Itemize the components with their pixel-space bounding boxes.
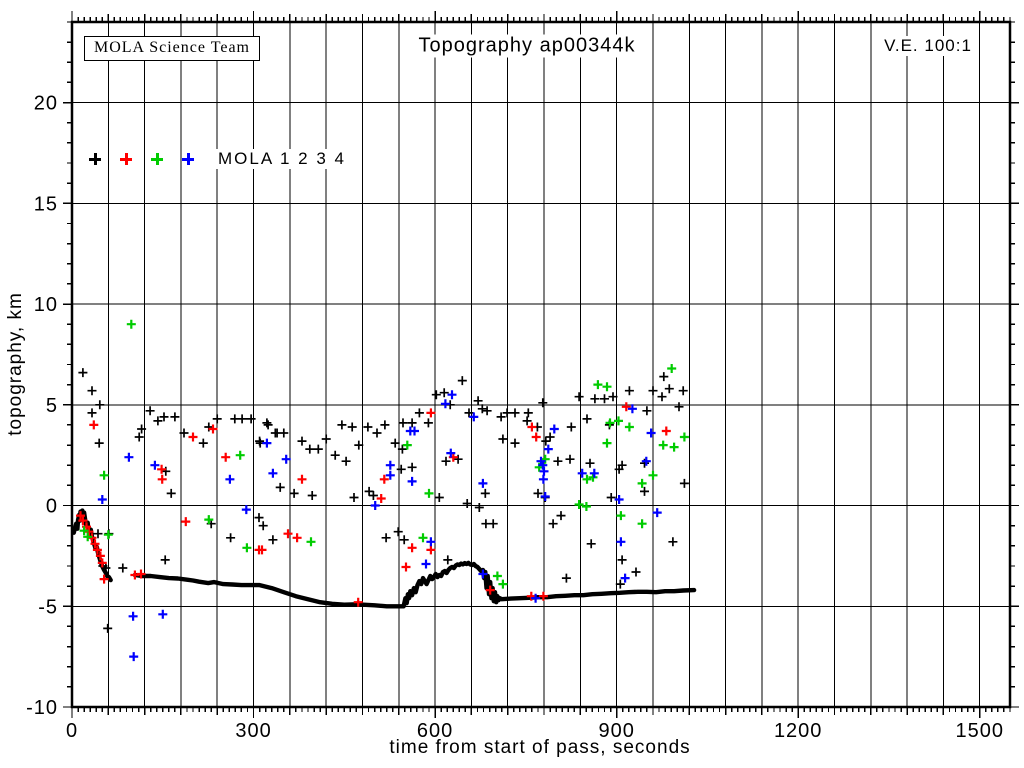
plot-border <box>70 20 1012 709</box>
x-tick-label: 0 <box>66 720 78 742</box>
x-tick-label: 300 <box>235 720 271 742</box>
y-tick-label: 15 <box>34 193 58 215</box>
legend-marker-mola2 <box>120 153 132 165</box>
chart-title: Topography ap00344k <box>412 34 642 58</box>
legend-marker-mola3 <box>151 153 163 165</box>
y-tick-label: 20 <box>34 93 58 115</box>
legend-marker-mola4 <box>182 153 194 165</box>
legend-marker-mola1 <box>89 153 101 165</box>
y-tick-label: 5 <box>46 395 58 417</box>
y-tick-label: 10 <box>34 294 58 316</box>
credit-box: MOLA Science Team <box>84 36 260 61</box>
y-tick-label: 0 <box>46 496 58 518</box>
scatter-series-3 <box>79 319 689 589</box>
x-axis-title: time from start of pass, seconds <box>389 737 691 759</box>
y-tick-label: -5 <box>38 596 58 618</box>
axis-ticks <box>63 11 1019 718</box>
scatter-series-1 <box>78 368 689 633</box>
y-axis-title: topography, km <box>5 292 27 436</box>
ground-track-profile <box>132 560 697 609</box>
legend: MOLA 1 2 3 4 <box>89 149 349 169</box>
y-tick-label: -10 <box>26 697 58 719</box>
legend-label: MOLA 1 2 3 4 <box>215 149 349 169</box>
ve-label: V.E. 100:1 <box>878 36 978 56</box>
x-tick-label: 1200 <box>774 720 823 742</box>
gridlines <box>72 22 1010 707</box>
x-tick-label: 600 <box>417 720 453 742</box>
scatter-series-4 <box>97 390 662 662</box>
x-tick-label: 900 <box>598 720 634 742</box>
x-tick-label: 1500 <box>955 720 1004 742</box>
